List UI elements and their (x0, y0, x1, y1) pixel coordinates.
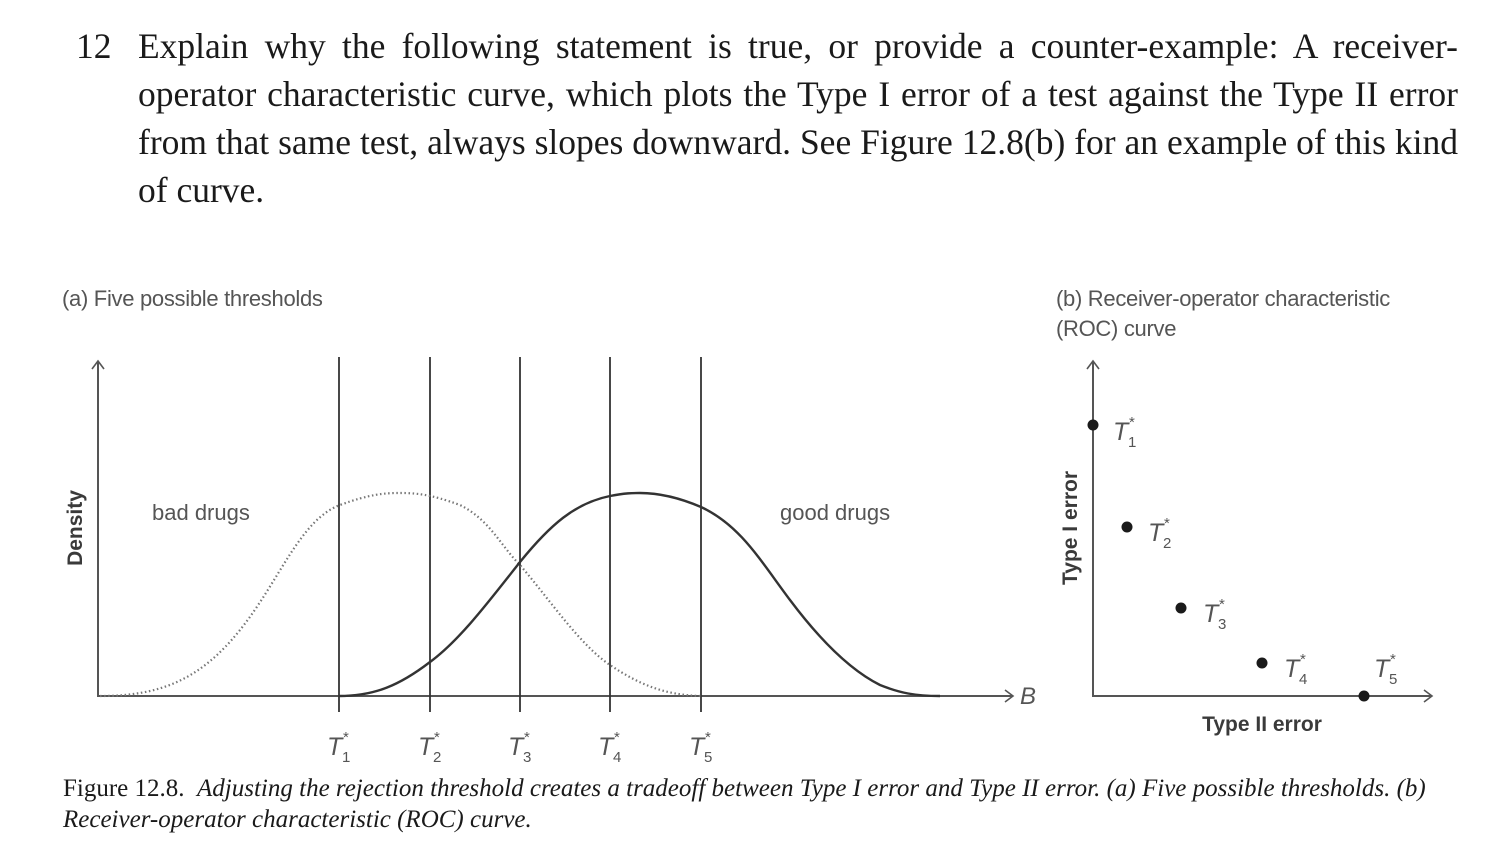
caption-label: Figure 12.8. (63, 775, 185, 802)
panel-b-title-line1: (b) Receiver-operator characteristic (1056, 286, 1390, 311)
caption-text: Adjusting the rejection threshold create… (63, 775, 1426, 833)
problem-number: 12 (76, 26, 112, 66)
bad-drugs-label: bad drugs (152, 500, 250, 525)
svg-text:*: * (524, 729, 530, 746)
panel-b-chart: Type I error Type II error T * 1 T * 2 T… (1059, 359, 1434, 736)
good-drugs-label: good drugs (780, 500, 890, 525)
svg-text:*: * (434, 729, 440, 746)
svg-text:5: 5 (1389, 671, 1397, 688)
roc-label-2: T * 2 (1148, 515, 1171, 552)
roc-point-1 (1087, 419, 1099, 431)
svg-text:3: 3 (1218, 616, 1226, 633)
svg-text:T: T (418, 733, 435, 761)
threshold-label-1: T * 1 (327, 729, 350, 766)
svg-text:*: * (1300, 651, 1306, 668)
svg-text:1: 1 (342, 749, 350, 766)
svg-text:*: * (1219, 596, 1225, 613)
svg-text:3: 3 (523, 749, 531, 766)
roc-point-4 (1256, 657, 1268, 669)
good-drugs-curve (338, 491, 941, 698)
svg-text:4: 4 (613, 749, 621, 766)
svg-text:T: T (1374, 655, 1391, 683)
svg-text:T: T (508, 733, 525, 761)
svg-text:T: T (1284, 655, 1301, 683)
problem-text: Explain why the following statement is t… (138, 26, 1458, 210)
roc-point-5 (1358, 690, 1370, 702)
roc-point-2 (1121, 521, 1133, 533)
svg-text:T: T (598, 733, 615, 761)
panel-a-chart: B Density bad drugs good drugs T * 1 T *… (64, 357, 1036, 766)
svg-text:T: T (1148, 519, 1165, 547)
density-axis-label: Density (64, 490, 87, 566)
type-i-error-axis-label: Type I error (1059, 471, 1082, 585)
svg-text:*: * (343, 729, 349, 746)
svg-text:4: 4 (1299, 671, 1307, 688)
svg-text:5: 5 (704, 749, 712, 766)
svg-text:*: * (1390, 651, 1396, 668)
svg-text:T: T (327, 733, 344, 761)
threshold-label-3: T * 3 (508, 729, 531, 766)
panel-b-title-line2: (ROC) curve (1056, 316, 1177, 341)
b-axis-label: B (1020, 683, 1036, 710)
roc-points (1087, 419, 1370, 702)
svg-text:*: * (705, 729, 711, 746)
svg-text:T: T (1203, 600, 1220, 628)
threshold-label-5: T * 5 (689, 729, 712, 766)
svg-text:1: 1 (1128, 434, 1136, 451)
roc-label-1: T * 1 (1113, 414, 1136, 451)
roc-point-3 (1175, 602, 1187, 614)
svg-text:T: T (689, 733, 706, 761)
roc-label-5: T * 5 (1374, 651, 1397, 688)
roc-label-3: T * 3 (1203, 596, 1226, 633)
type-ii-error-axis-label: Type II error (1202, 713, 1322, 736)
svg-text:2: 2 (1163, 535, 1171, 552)
svg-text:*: * (614, 729, 620, 746)
svg-text:*: * (1164, 515, 1170, 532)
bad-drugs-curve (99, 491, 702, 698)
svg-text:2: 2 (433, 749, 441, 766)
threshold-label-2: T * 2 (418, 729, 441, 766)
svg-text:T: T (1113, 418, 1130, 446)
figure-caption: Figure 12.8. Adjusting the rejection thr… (63, 773, 1443, 835)
panel-a-title: (a) Five possible thresholds (62, 286, 323, 311)
threshold-label-4: T * 4 (598, 729, 621, 766)
threshold-lines (338, 357, 702, 712)
svg-text:*: * (1129, 414, 1135, 431)
roc-label-4: T * 4 (1284, 651, 1307, 688)
